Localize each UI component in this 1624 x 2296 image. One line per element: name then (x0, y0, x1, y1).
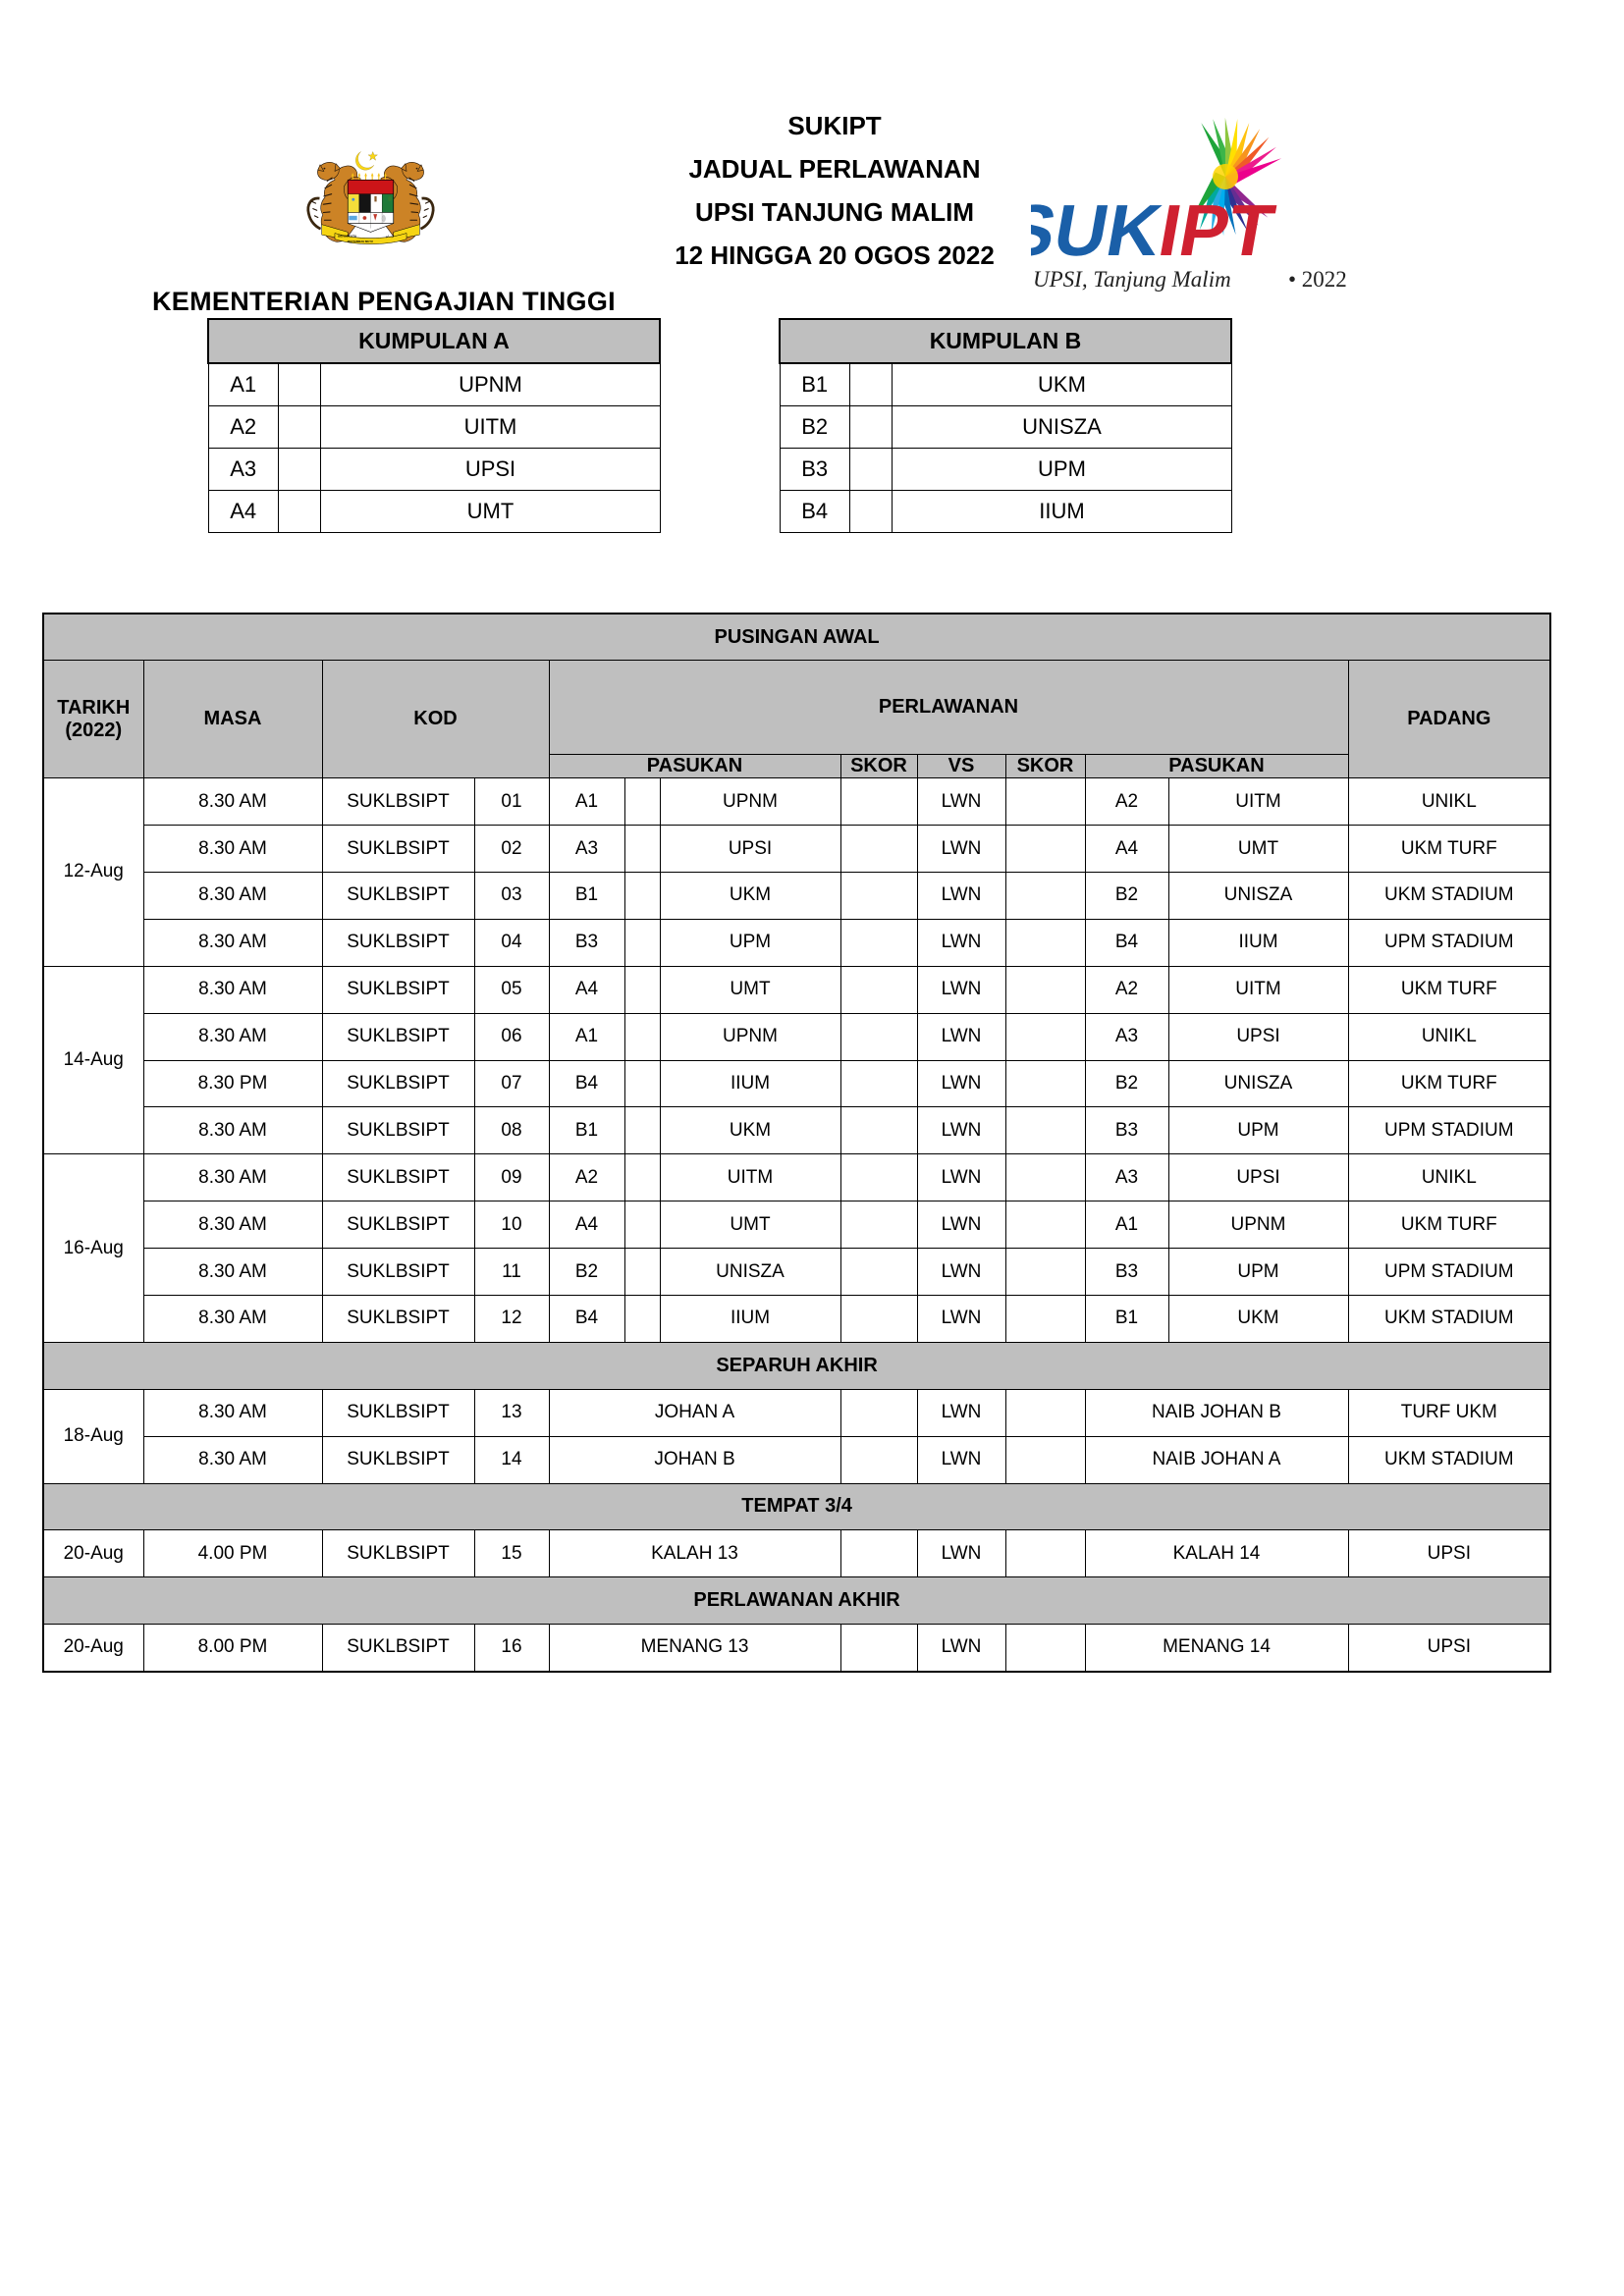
svg-text:BERSEKUTU: BERSEKUTU (338, 234, 356, 238)
svg-text:BERTAMBAH MUTU: BERTAMBAH MUTU (348, 240, 373, 243)
svg-text:SUKIPT: SUKIPT (1031, 189, 1280, 271)
svg-text:• 2022: • 2022 (1288, 267, 1347, 292)
svg-text:UPSI, Tanjung Malim: UPSI, Tanjung Malim (1033, 267, 1231, 292)
svg-text:برساتو: برساتو (385, 234, 395, 238)
